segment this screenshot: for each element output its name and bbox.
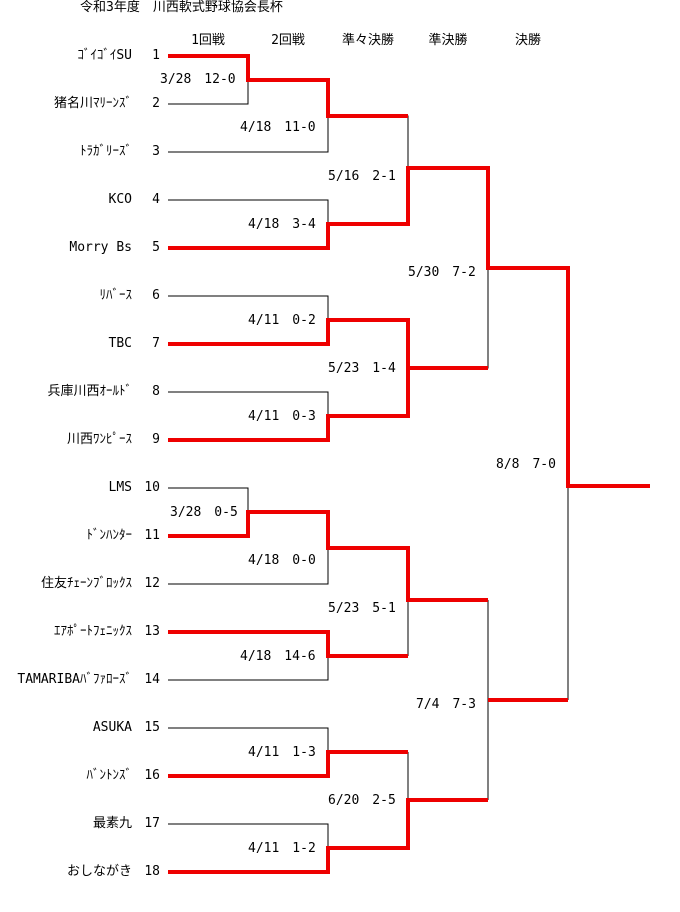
winner-path	[168, 166, 650, 488]
winner-path	[168, 630, 408, 658]
page-title: 令和3年度 川西軟式野球協会長杯	[80, 0, 283, 15]
team-number: 1	[152, 48, 160, 63]
bracket-line	[168, 116, 329, 153]
team-number: 4	[152, 192, 160, 207]
team-name: Morry Bs	[69, 240, 132, 255]
result-sf-1: 5/30 7-2	[408, 265, 476, 280]
result-qf-4: 6/20 2-5	[328, 793, 396, 808]
team-number: 6	[152, 288, 160, 303]
bracket-line	[168, 80, 249, 105]
result-r2-5: 4/18 0-0	[248, 553, 316, 568]
team-name: 住友ﾁｪｰﾝﾌﾞﾛｯｸｽ	[40, 576, 132, 591]
team-name: ASUKA	[92, 720, 132, 735]
bracket-line	[168, 823, 329, 848]
winner-path	[168, 798, 488, 874]
bracket-line	[328, 115, 409, 168]
result-qf-2: 5/23 1-4	[328, 361, 396, 376]
result-r2-1: 4/18 11-0	[240, 120, 316, 135]
winner-path	[168, 54, 408, 118]
bracket-line	[168, 727, 329, 752]
bracket-line	[168, 548, 329, 585]
team-name: TAMARIBAﾊﾞﾌｧﾛｰｽﾞ	[17, 672, 132, 687]
team-name: 猪名川ﾏﾘｰﾝｽﾞ	[53, 96, 132, 111]
result-r2-4: 4/11 0-3	[248, 409, 316, 424]
team-number: 12	[144, 576, 160, 591]
result-qf-1: 5/16 2-1	[328, 169, 396, 184]
team-number: 5	[152, 240, 160, 255]
team-number: 3	[152, 144, 160, 159]
team-number: 9	[152, 432, 160, 447]
team-name: 兵庫川西ｵｰﾙﾄﾞ	[47, 384, 132, 399]
result-r1-a: 3/28 12-0	[160, 72, 236, 87]
result-final: 8/8 7-0	[496, 457, 556, 472]
team-name: ｴｱﾎﾟｰﾄﾌｪﾆｯｸｽ	[54, 624, 132, 639]
bracket-line	[168, 199, 329, 224]
team-name: ｺﾞｲｺﾞｲSU	[77, 48, 132, 63]
team-number: 15	[144, 720, 160, 735]
team-name: ﾊﾞﾝﾄﾝｽﾞ	[86, 768, 133, 783]
round-header-3: 準々決勝	[341, 33, 394, 48]
team-number: 17	[144, 816, 160, 831]
round-header-1: 1回戦	[191, 33, 225, 48]
bracket-line	[168, 487, 249, 512]
winner-path	[168, 510, 488, 602]
team-name: ﾘﾊﾞｰｽ	[99, 288, 133, 303]
team-number: 2	[152, 96, 160, 111]
team-number: 11	[144, 528, 160, 543]
result-qf-3: 5/23 5-1	[328, 601, 396, 616]
team-name: ﾄﾞﾝﾊﾝﾀｰ	[86, 528, 133, 543]
team-name: ﾄﾗｶﾞﾘｰｽﾞ	[80, 144, 132, 159]
result-r2-6: 4/18 14-6	[240, 649, 316, 664]
winner-path	[168, 750, 408, 778]
bracket-line	[168, 656, 329, 681]
team-number: 10	[144, 480, 160, 495]
result-r1-b: 3/28 0-5	[170, 505, 238, 520]
bracket-line	[168, 295, 329, 320]
winner-path	[168, 318, 488, 370]
round-header-4: 準決勝	[428, 33, 468, 48]
result-r2-8: 4/11 1-2	[248, 841, 316, 856]
result-r2-3: 4/11 0-2	[248, 313, 316, 328]
team-number: 18	[144, 864, 160, 879]
team-number: 14	[144, 672, 160, 687]
team-name: TBC	[108, 336, 132, 351]
round-header-2: 2回戦	[271, 33, 305, 48]
bracket-line	[408, 167, 489, 268]
bracket-line	[408, 268, 489, 369]
bracket-line	[168, 391, 329, 416]
team-number: 8	[152, 384, 160, 399]
team-number: 7	[152, 336, 160, 351]
team-name: 川西ﾜﾝﾋﾟｰｽ	[66, 432, 132, 447]
team-name: 最素九	[92, 816, 132, 831]
team-number: 13	[144, 624, 160, 639]
result-r2-7: 4/11 1-3	[248, 745, 316, 760]
team-name: おしながき	[66, 864, 132, 879]
team-name: LMS	[108, 480, 132, 495]
winner-path	[168, 368, 410, 442]
team-number: 16	[144, 768, 160, 783]
round-header-5: 決勝	[514, 33, 541, 48]
result-sf-2: 7/4 7-3	[416, 697, 476, 712]
team-name: KCO	[108, 192, 132, 207]
result-r2-2: 4/18 3-4	[248, 217, 316, 232]
